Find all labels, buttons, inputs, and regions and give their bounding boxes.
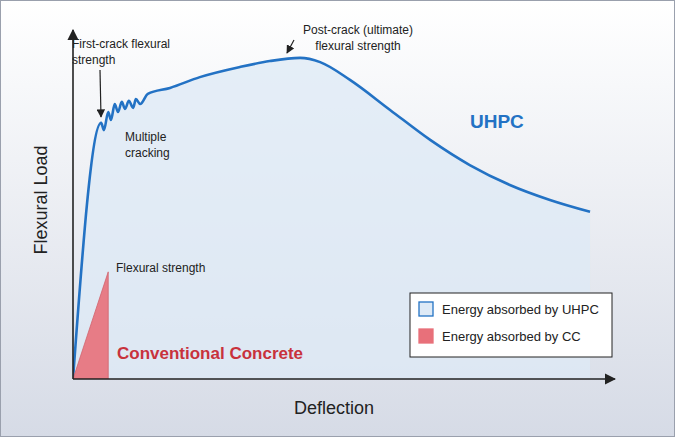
annotation-arrow [287, 40, 294, 53]
series-area [73, 58, 590, 379]
annotation: Flexural strength [116, 261, 205, 275]
legend-label: Energy absorbed by CC [442, 329, 581, 344]
y-axis [73, 30, 74, 379]
legend-swatch [419, 329, 433, 343]
annotation: Multiple [125, 130, 167, 144]
annotation: UHPC [470, 111, 524, 132]
annotation: cracking [125, 146, 170, 160]
y-axis-title: Flexural Load [31, 145, 51, 254]
plot-area [73, 58, 590, 379]
annotation: strength [72, 53, 115, 67]
annotation: Post-crack (ultimate) [303, 23, 413, 37]
background [1, 1, 675, 437]
x-axis-title: Deflection [294, 398, 374, 418]
annotation: Conventional Concrete [117, 344, 303, 363]
legend-swatch [419, 302, 433, 316]
annotation: First-crack flexural [72, 37, 170, 51]
legend: Energy absorbed by UHPC Energy absorbed b… [410, 293, 612, 357]
axis-line [72, 30, 74, 379]
series-line [73, 58, 590, 379]
legend-label: Energy absorbed by UHPC [442, 302, 599, 317]
annotation-arrow [100, 70, 101, 117]
x-axis [73, 379, 615, 380]
axis-line [73, 378, 615, 380]
chart: Deflection Flexural Load First-crack flexu… [0, 0, 675, 437]
annotation: flexural strength [315, 39, 400, 53]
legend-box [410, 293, 612, 357]
series-area [73, 272, 108, 379]
